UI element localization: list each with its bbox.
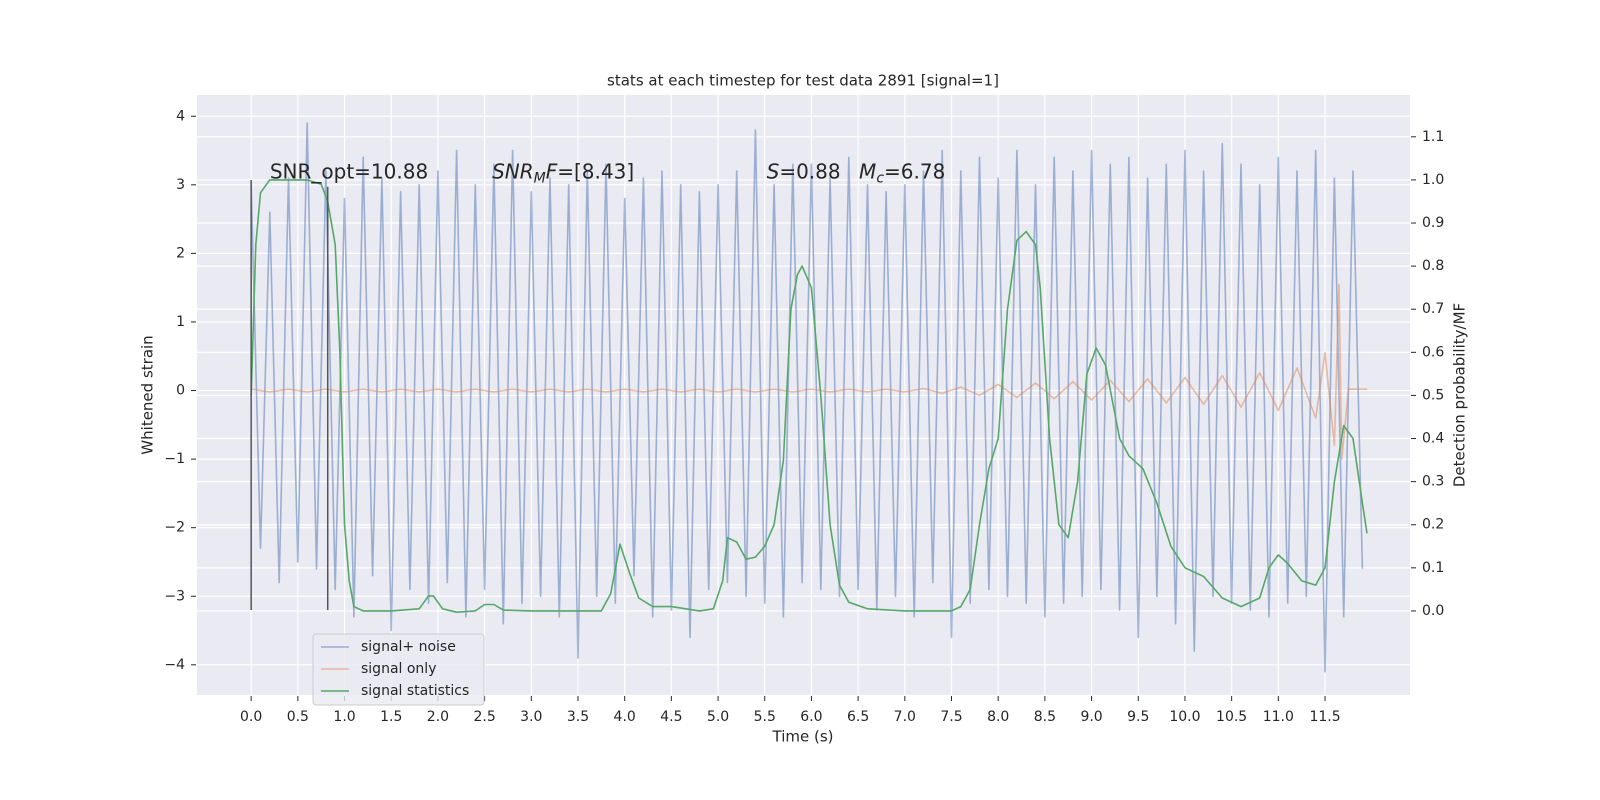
annotation-part: c [876,170,884,186]
y-tick-label: 2 [176,245,185,261]
y2-tick-label: 0.3 [1422,474,1444,490]
y-tick-label: −3 [164,588,185,604]
legend-label: signal only [361,661,436,677]
y-tick-label: 1 [176,314,185,330]
legend-label: signal statistics [361,683,469,699]
x-axis-label: Time (s) [772,728,834,746]
x-tick-label: 7.5 [940,709,962,725]
series-line [251,283,1367,460]
legend-box [312,633,485,706]
annotation-part: M [859,159,876,183]
x-tick-label: 1.5 [380,709,402,725]
x-tick-label: 2.0 [427,709,449,725]
y-tick-label: −4 [164,657,185,673]
y2-tick-label: 0.2 [1422,517,1444,533]
annotation-part: F [546,159,558,183]
legend-label: signal+ noise [361,639,456,655]
annotation: Mc=6.78 [859,159,945,187]
x-tick-label: 9.5 [1127,709,1149,725]
x-tick-label: 0.0 [240,709,262,725]
x-tick-label: 1.0 [333,709,355,725]
x-tick-label: 0.5 [287,709,309,725]
x-tick-label: 6.5 [847,709,869,725]
y2-axis-label: Detection probability/MF [1451,303,1469,487]
x-tick-label: 10.0 [1169,709,1200,725]
y2-tick-label: 1.0 [1422,172,1444,188]
y2-tick-label: 0.7 [1422,301,1444,317]
series-line [250,179,1368,613]
y2-tick-label: 0.9 [1422,215,1444,231]
x-tick-label: 8.0 [987,709,1009,725]
y2-tick-label: 0.1 [1422,560,1444,576]
y2-tick-label: 0.0 [1422,603,1444,619]
y2-tick-label: 0.6 [1422,344,1444,360]
x-tick-label: 6.0 [800,709,822,725]
y-tick-label: 0 [176,383,185,399]
x-tick-label: 11.5 [1309,709,1340,725]
x-tick-label: 3.5 [567,709,589,725]
x-tick-label: 9.0 [1080,709,1102,725]
x-tick-label: 11.0 [1263,709,1294,725]
annotation: SNR_opt=10.88 [270,159,428,183]
x-tick-label: 5.0 [707,709,729,725]
y-axis-label: Whitened strain [139,335,157,454]
y-tick-label: 3 [176,177,185,193]
annotation: S=0.88 [767,159,841,183]
y-tick-label: −2 [164,520,185,536]
x-tick-label: 8.5 [1034,709,1056,725]
chart-title: stats at each timestep for test data 289… [607,72,999,90]
y2-tick-label: 0.4 [1422,431,1444,447]
annotation-part: SNR [492,159,534,183]
annotation-part: =6.78 [884,159,945,183]
series-line [250,122,1364,673]
y-tick-label: 4 [176,108,185,124]
y2-tick-label: 0.8 [1422,258,1444,274]
y-tick-label: −1 [164,451,185,467]
annotation-part: =0.88 [779,159,840,183]
x-tick-label: 10.5 [1216,709,1247,725]
y2-tick-label: 0.5 [1422,387,1444,403]
annotation-part: =[8.43] [557,159,634,183]
annotation-part: M [534,170,546,186]
x-tick-label: 5.5 [754,709,776,725]
x-tick-label: 4.5 [660,709,682,725]
x-tick-label: 3.0 [520,709,542,725]
x-tick-label: 4.0 [614,709,636,725]
annotation-part: S [767,159,780,183]
y2-tick-label: 1.1 [1422,129,1444,145]
annotation-part: SNR_opt=10.88 [270,159,428,183]
annotation: SNRMF=[8.43] [492,159,634,187]
x-tick-label: 7.0 [894,709,916,725]
x-tick-label: 2.5 [473,709,495,725]
